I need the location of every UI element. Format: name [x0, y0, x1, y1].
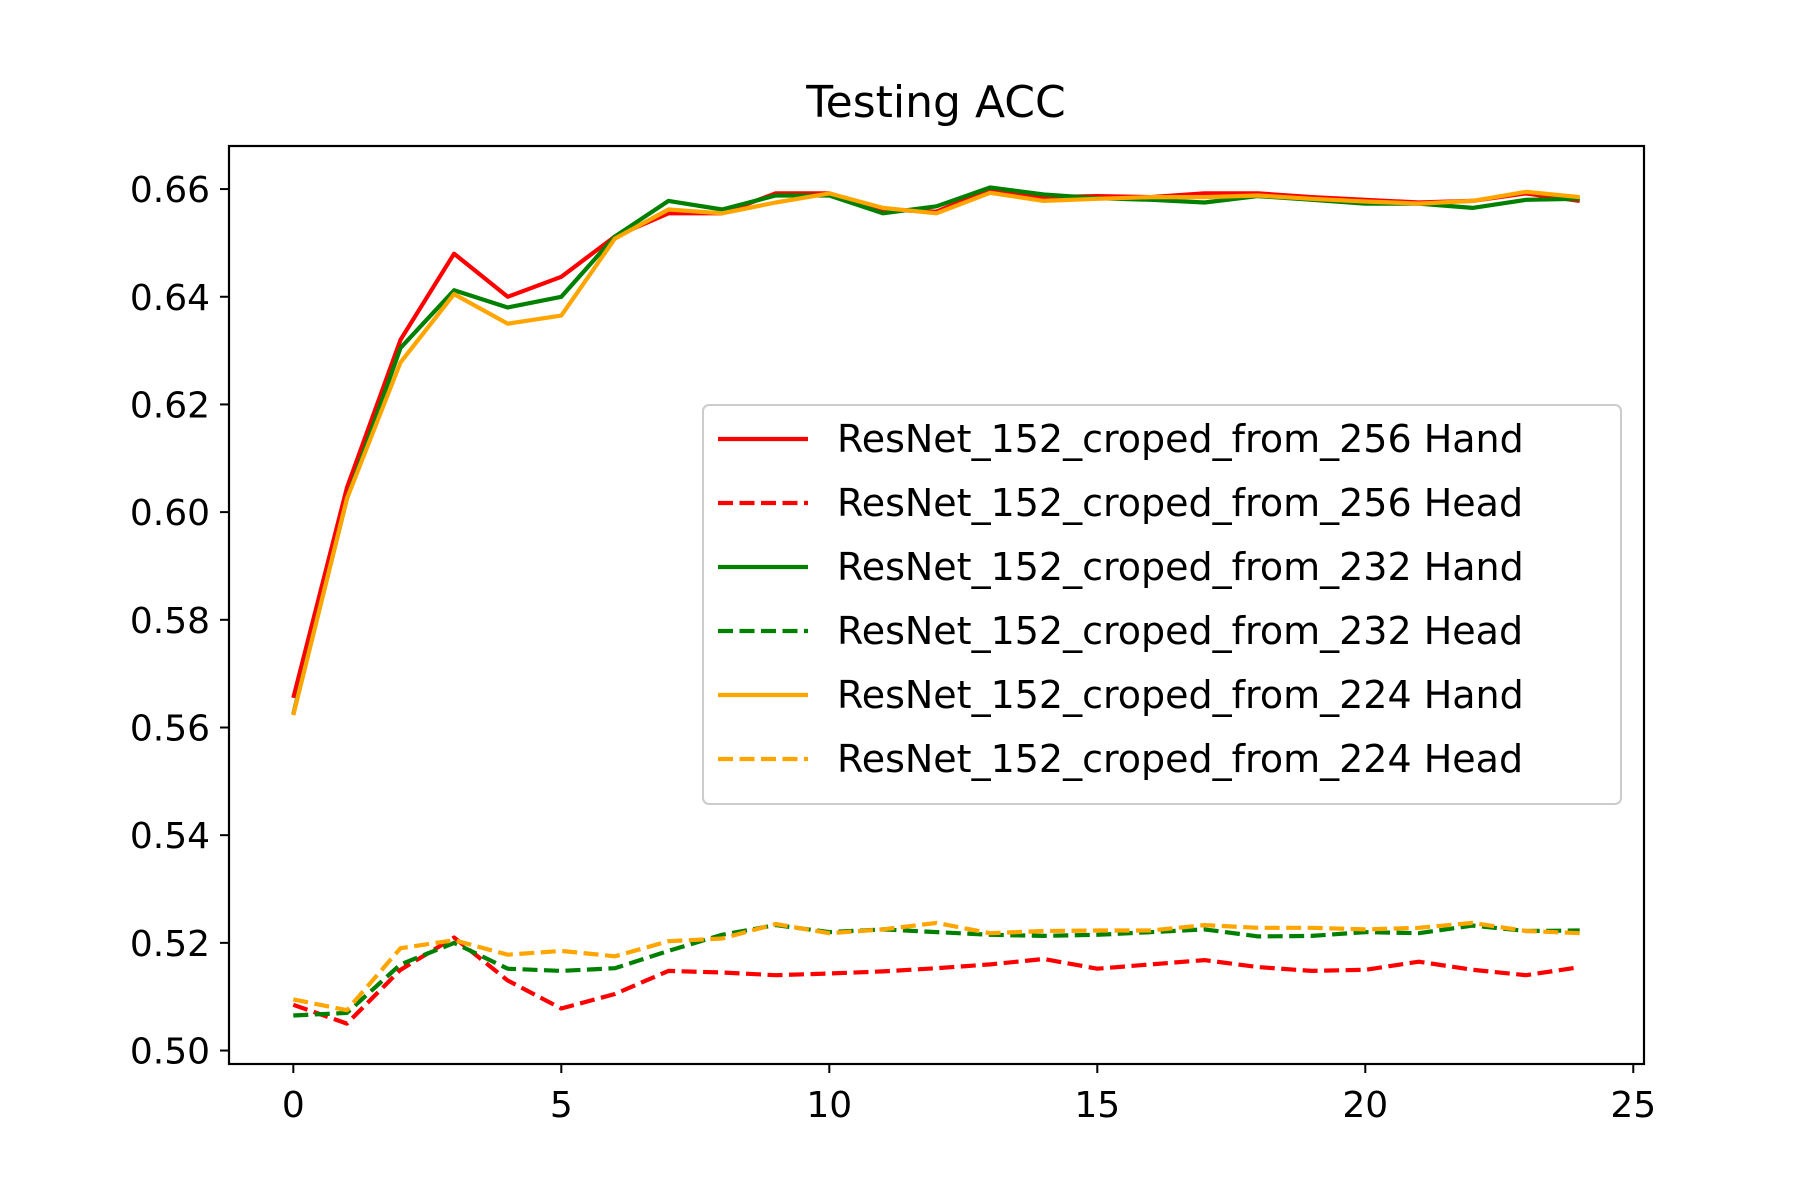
- legend-frame: [702, 404, 1622, 805]
- legend-entry: ResNet_152_croped_from_224 Hand: [718, 673, 1524, 717]
- series-line-6: [292, 920, 1580, 1013]
- legend-label: ResNet_152_croped_from_256 Hand: [837, 417, 1524, 461]
- y-tick-label: 0.64: [130, 278, 210, 319]
- legend-label: ResNet_152_croped_from_256 Head: [837, 481, 1523, 525]
- chart-title: Testing ACC: [805, 77, 1065, 128]
- series-line-5: [291, 189, 1580, 716]
- plot-area: 0 5 10 15 20 25 0.500.520.540.560.580.600.620…: [130, 144, 1656, 1126]
- y-tick-label: 0.60: [130, 493, 210, 534]
- legend-label: ResNet_152_croped_from_224 Head: [837, 737, 1523, 781]
- x-axis: 0 5 10 15 20 25: [282, 1064, 1656, 1126]
- y-tick-label: 0.58: [130, 601, 210, 642]
- legend-label: ResNet_152_croped_from_224 Hand: [837, 673, 1524, 717]
- series-line-2: [292, 935, 1581, 1026]
- legend-label: ResNet_152_croped_from_232 Hand: [837, 545, 1524, 589]
- legend-entry: ResNet_152_croped_from_232 Hand: [718, 545, 1524, 589]
- legend-entry: ResNet_152_croped_from_256 Head: [718, 481, 1523, 525]
- legend-label: ResNet_152_croped_from_232 Head: [837, 609, 1523, 653]
- y-tick-label: 0.52: [130, 924, 210, 965]
- y-tick-label: 0.54: [130, 816, 210, 857]
- y-tick-label: 0.66: [130, 170, 210, 211]
- x-tick-label: 25: [1610, 1085, 1656, 1126]
- legend: ResNet_152_croped_from_256 Hand ResNet_15…: [702, 404, 1622, 805]
- y-tick-label: 0.50: [130, 1032, 210, 1073]
- y-axis: 0.50 0.52 0.54 0.56 0.58 0.60 0.62 0.64 0.66: [130, 170, 229, 1073]
- x-tick-label: 15: [1074, 1085, 1120, 1126]
- x-tick-label: 20: [1342, 1085, 1388, 1126]
- legend-entry: ResNet_152_croped_from_224 Head: [718, 737, 1523, 781]
- axes-frame: [227, 144, 1646, 1066]
- x-tick-label: 0: [282, 1085, 305, 1126]
- y-tick-label: 0.56: [130, 708, 210, 749]
- x-tick-label: 10: [806, 1085, 852, 1126]
- legend-entry: ResNet_152_croped_from_256 Hand: [718, 417, 1524, 461]
- x-tick-label: 5: [550, 1085, 573, 1126]
- series-layer: [291, 185, 1581, 1026]
- series-line-4: [293, 922, 1580, 1018]
- y-tick-label: 0.62: [130, 385, 210, 426]
- legend-entry: ResNet_152_croped_from_232 Head: [718, 609, 1523, 653]
